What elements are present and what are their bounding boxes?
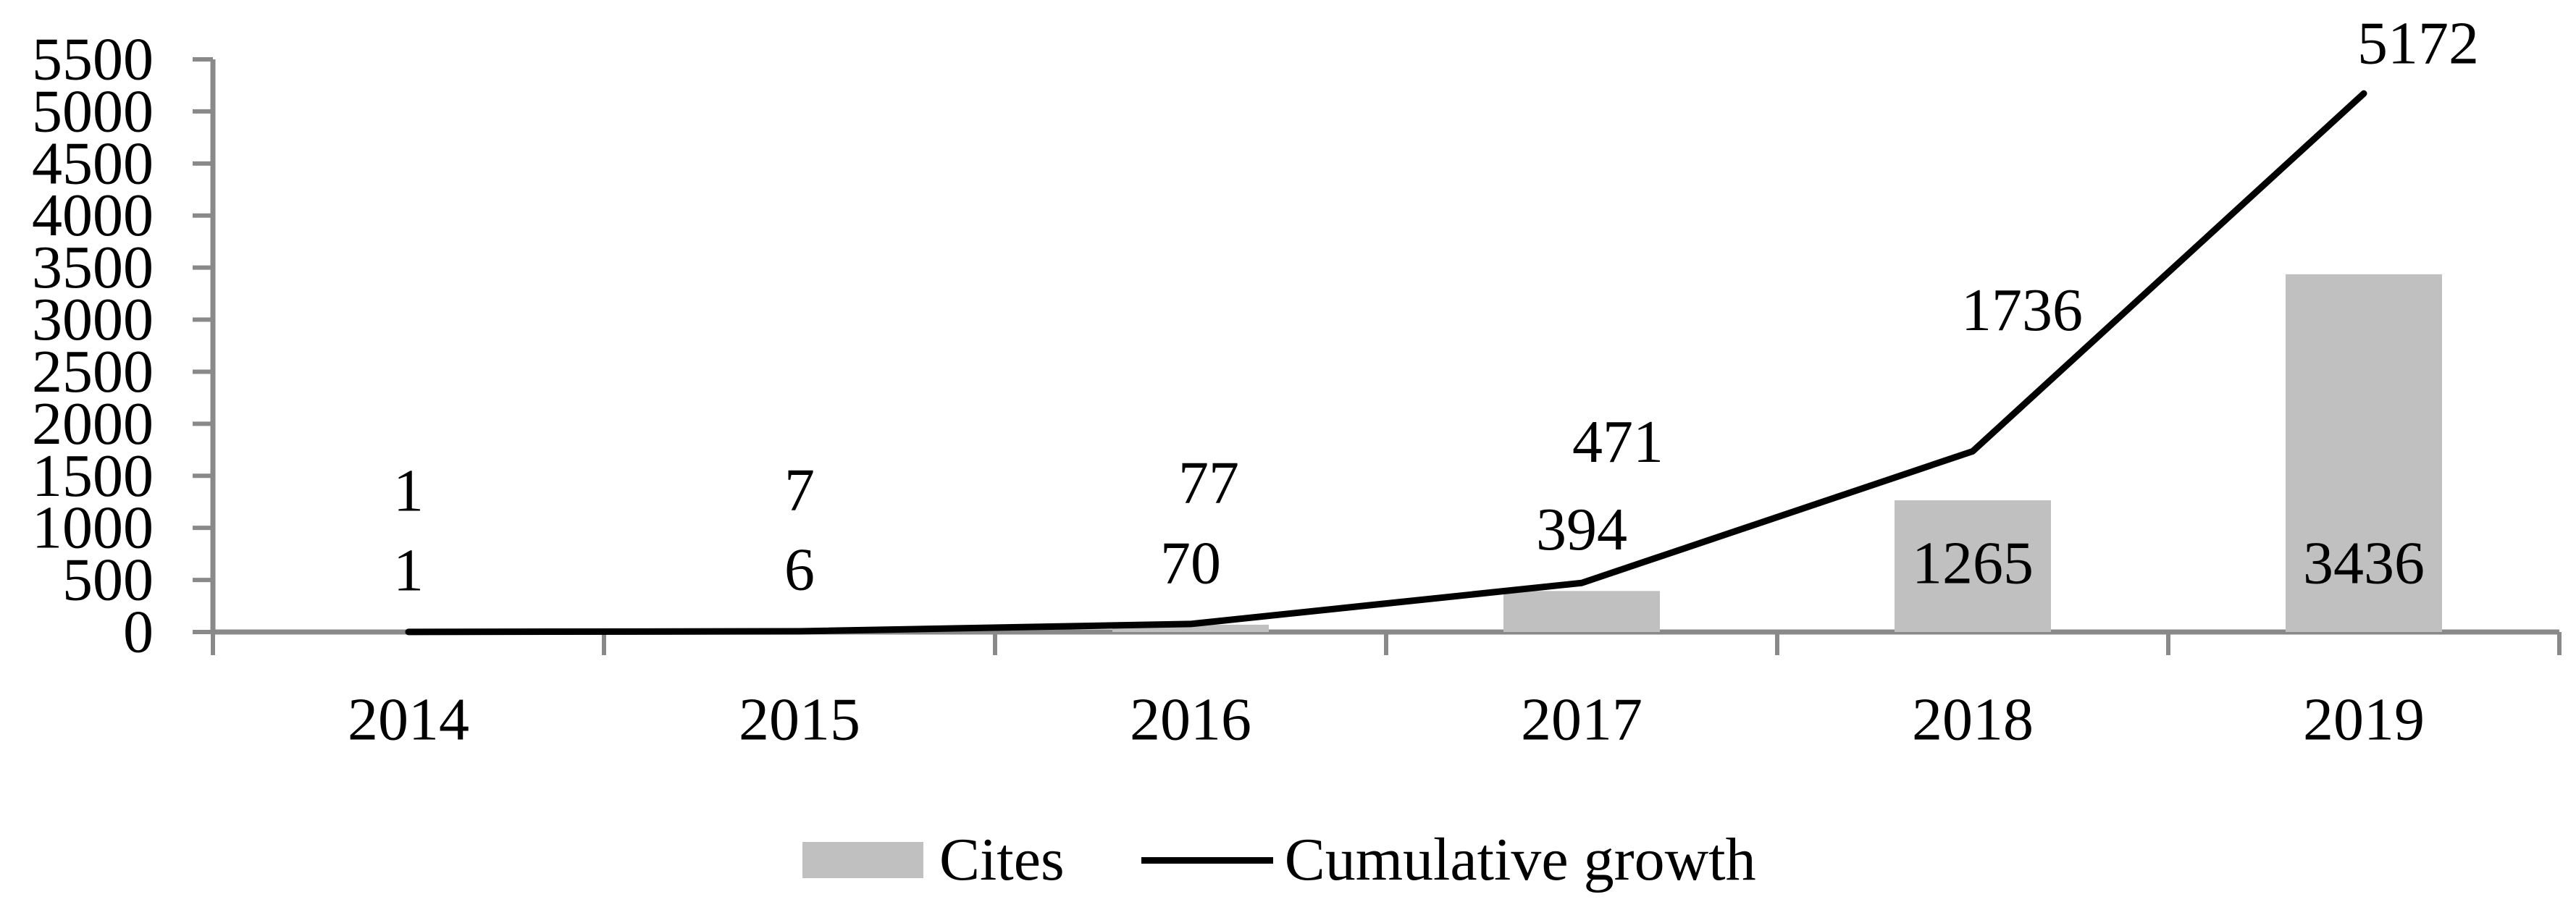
x-axis-category-label: 2018 (1912, 686, 2034, 754)
bar-data-label: 1265 (1912, 530, 2034, 597)
line-data-label: 471 (1572, 408, 1664, 476)
bar-data-label: 70 (1160, 529, 1221, 597)
bar-data-label: 6 (784, 536, 815, 604)
line-data-label: 7 (784, 456, 815, 523)
bar-data-label: 1 (393, 536, 424, 604)
legend-line-marker (1141, 856, 1273, 864)
bar-cites (1503, 591, 1660, 632)
y-axis-tick-label: 3000 (32, 286, 154, 353)
x-axis-category-label: 2015 (739, 686, 860, 754)
y-axis-tick-label: 5500 (32, 26, 154, 93)
legend-cites-swatch (802, 842, 923, 878)
legend-cites-label: Cites (939, 826, 1065, 893)
y-axis-tick-label: 4500 (32, 130, 154, 197)
bar-cites (2286, 274, 2442, 632)
x-axis-category-label: 2019 (2303, 686, 2425, 754)
legend-cumulative-label: Cumulative growth (1284, 826, 1756, 893)
legend: Cites Cumulative growth (802, 825, 1756, 895)
bar-data-label: 394 (1536, 496, 1627, 563)
bar-data-label: 3436 (2303, 530, 2425, 597)
x-axis-category-label: 2016 (1130, 686, 1251, 754)
y-axis-tick-label: 500 (62, 547, 154, 614)
y-axis-tick-label: 1500 (32, 442, 154, 510)
cumulative-growth-line (405, 90, 2367, 636)
y-axis-tick-label: 0 (123, 599, 154, 666)
line-data-label: 5172 (2357, 10, 2479, 77)
y-axis-tick-label: 5000 (32, 77, 154, 145)
x-axis-category-label: 2017 (1521, 686, 1642, 754)
line-data-label: 1736 (1961, 277, 2083, 344)
y-axis-tick-label: 2500 (32, 338, 154, 405)
y-axis-tick-label: 3500 (32, 234, 154, 301)
bar-cites (1895, 500, 2051, 632)
y-axis-tick-label: 4000 (32, 182, 154, 249)
x-axis-category-label: 2014 (348, 686, 469, 754)
y-axis-tick-label: 2000 (32, 390, 154, 458)
line-data-label: 77 (1178, 449, 1239, 516)
y-axis-tick-label: 1000 (32, 494, 154, 562)
bar-cites (1112, 624, 1269, 632)
line-data-label: 1 (393, 457, 424, 524)
